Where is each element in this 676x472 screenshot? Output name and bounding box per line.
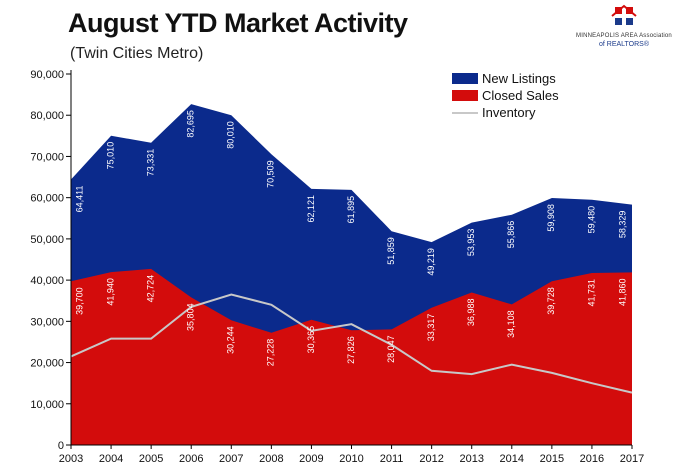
data-label-closed-sales: 41,860: [617, 278, 627, 306]
legend: New Listings Closed Sales Inventory: [452, 70, 559, 121]
data-label-closed-sales: 34,108: [506, 310, 516, 338]
logo-line-1: MINNEAPOLIS AREA Association: [576, 33, 672, 39]
y-tick-label: 90,000: [30, 69, 64, 81]
x-tick-label: 2003: [59, 453, 83, 465]
data-label-closed-sales: 36,988: [466, 299, 476, 327]
data-label-closed-sales: 33,317: [426, 314, 436, 342]
house-logo-icon: [611, 4, 637, 25]
data-label-new-listings: 59,908: [546, 204, 556, 232]
legend-swatch-new-listings: [452, 73, 478, 84]
data-label-new-listings: 62,121: [306, 195, 316, 223]
x-tick-label: 2012: [419, 453, 443, 465]
data-label-closed-sales: 42,724: [146, 275, 156, 303]
x-tick-label: 2007: [219, 453, 243, 465]
data-label-new-listings: 53,953: [466, 229, 476, 257]
series-area-closed-sales: [71, 268, 632, 445]
x-tick-label: 2011: [380, 453, 404, 465]
x-tick-label: 2017: [620, 453, 644, 465]
data-label-new-listings: 58,329: [617, 211, 627, 239]
legend-label-closed-sales: Closed Sales: [482, 88, 559, 103]
data-label-new-listings: 61,895: [346, 196, 356, 224]
data-label-closed-sales: 35,804: [186, 303, 196, 331]
x-tick-label: 2014: [500, 453, 524, 465]
data-label-closed-sales: 27,228: [266, 339, 276, 367]
legend-item-closed-sales: Closed Sales: [452, 87, 559, 104]
data-label-new-listings: 55,866: [506, 221, 516, 249]
y-tick-label: 0: [58, 440, 64, 452]
y-tick-label: 70,000: [30, 151, 64, 163]
legend-label-inventory: Inventory: [482, 105, 536, 120]
legend-swatch-closed-sales: [452, 90, 478, 101]
data-label-closed-sales: 39,728: [546, 287, 556, 315]
x-tick-label: 2005: [139, 453, 163, 465]
legend-label-new-listings: New Listings: [482, 71, 556, 86]
chart-title: August YTD Market Activity: [68, 8, 408, 38]
data-label-closed-sales: 41,940: [105, 278, 115, 306]
legend-item-new-listings: New Listings: [452, 70, 559, 87]
x-tick-label: 2013: [459, 453, 483, 465]
y-tick-label: 20,000: [30, 358, 64, 370]
realtors-logo: MINNEAPOLIS AREA Association of REALTORS…: [574, 4, 674, 52]
y-tick-label: 40,000: [30, 275, 64, 287]
logo-line-2: of REALTORS®: [598, 41, 650, 48]
data-label-closed-sales: 30,244: [226, 326, 236, 354]
legend-item-inventory: Inventory: [452, 104, 559, 121]
data-label-new-listings: 73,331: [146, 149, 156, 177]
y-tick-label: 50,000: [30, 234, 64, 246]
data-label-new-listings: 75,010: [105, 142, 115, 170]
y-tick-label: 30,000: [30, 316, 64, 328]
data-label-new-listings: 51,859: [386, 237, 396, 265]
x-tick-label: 2016: [580, 453, 604, 465]
data-label-new-listings: 64,411: [74, 185, 84, 212]
legend-swatch-inventory: [452, 111, 478, 114]
x-tick-label: 2009: [299, 453, 323, 465]
y-tick-label: 10,000: [30, 399, 64, 411]
data-label-new-listings: 70,509: [266, 160, 276, 188]
x-tick-label: 2015: [540, 453, 564, 465]
series-line-inventory: [70, 293, 633, 394]
chart-subtitle: (Twin Cities Metro): [70, 45, 204, 62]
data-label-closed-sales: 30,365: [306, 326, 316, 354]
data-label-new-listings: 80,010: [226, 121, 236, 149]
y-tick-label: 80,000: [30, 110, 64, 122]
data-label-closed-sales: 28,047: [386, 335, 396, 363]
data-label-new-listings: 49,219: [426, 248, 436, 276]
x-tick-label: 2010: [339, 453, 363, 465]
data-label-closed-sales: 41,731: [586, 279, 596, 307]
data-label-closed-sales: 27,826: [346, 336, 356, 364]
x-tick-label: 2008: [259, 453, 283, 465]
x-tick-label: 2004: [99, 453, 123, 465]
data-label-closed-sales: 39,700: [74, 287, 84, 315]
data-label-new-listings: 59,480: [586, 206, 596, 234]
x-tick-label: 2006: [179, 453, 203, 465]
data-label-new-listings: 82,695: [186, 110, 196, 138]
y-tick-label: 60,000: [30, 193, 64, 205]
